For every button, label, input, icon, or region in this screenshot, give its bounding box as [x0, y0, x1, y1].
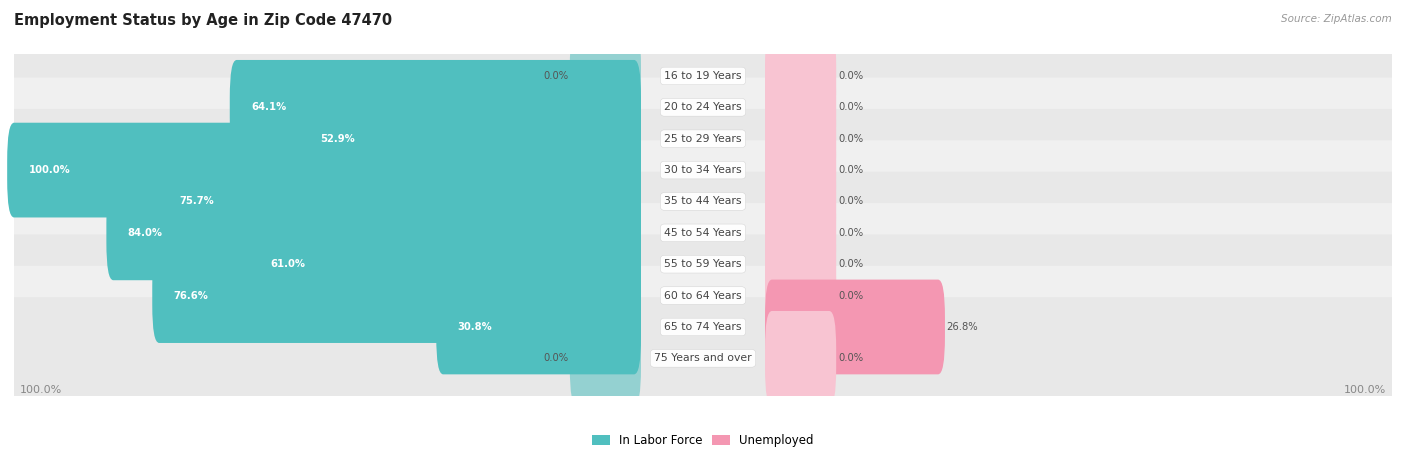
- FancyBboxPatch shape: [765, 311, 837, 406]
- FancyBboxPatch shape: [569, 29, 641, 123]
- Text: 100.0%: 100.0%: [28, 165, 70, 175]
- Text: 45 to 54 Years: 45 to 54 Years: [664, 228, 742, 238]
- Text: 30.8%: 30.8%: [457, 322, 492, 332]
- Text: 61.0%: 61.0%: [270, 259, 305, 269]
- Text: 0.0%: 0.0%: [838, 71, 863, 81]
- Text: 0.0%: 0.0%: [543, 353, 568, 363]
- Text: 0.0%: 0.0%: [838, 102, 863, 112]
- Text: 100.0%: 100.0%: [20, 385, 62, 395]
- FancyBboxPatch shape: [0, 203, 1406, 325]
- FancyBboxPatch shape: [0, 46, 1406, 168]
- FancyBboxPatch shape: [157, 154, 641, 249]
- Text: 100.0%: 100.0%: [1344, 385, 1386, 395]
- FancyBboxPatch shape: [0, 15, 1406, 137]
- FancyBboxPatch shape: [765, 217, 837, 311]
- Text: 35 to 44 Years: 35 to 44 Years: [664, 197, 742, 207]
- FancyBboxPatch shape: [765, 279, 945, 374]
- FancyBboxPatch shape: [765, 60, 837, 155]
- Text: 75.7%: 75.7%: [179, 197, 214, 207]
- Text: 25 to 29 Years: 25 to 29 Years: [664, 134, 742, 144]
- Text: 84.0%: 84.0%: [128, 228, 163, 238]
- FancyBboxPatch shape: [569, 311, 641, 406]
- Text: 30 to 34 Years: 30 to 34 Years: [664, 165, 742, 175]
- Text: Source: ZipAtlas.com: Source: ZipAtlas.com: [1281, 14, 1392, 23]
- FancyBboxPatch shape: [765, 154, 837, 249]
- FancyBboxPatch shape: [0, 266, 1406, 388]
- FancyBboxPatch shape: [7, 123, 641, 217]
- FancyBboxPatch shape: [152, 248, 641, 343]
- FancyBboxPatch shape: [0, 77, 1406, 200]
- FancyBboxPatch shape: [0, 109, 1406, 231]
- FancyBboxPatch shape: [0, 234, 1406, 357]
- Legend: In Labor Force, Unemployed: In Labor Force, Unemployed: [588, 429, 818, 450]
- Text: 65 to 74 Years: 65 to 74 Years: [664, 322, 742, 332]
- Text: 55 to 59 Years: 55 to 59 Years: [664, 259, 742, 269]
- Text: 52.9%: 52.9%: [321, 134, 356, 144]
- FancyBboxPatch shape: [0, 171, 1406, 294]
- FancyBboxPatch shape: [765, 91, 837, 186]
- FancyBboxPatch shape: [436, 279, 641, 374]
- Text: 0.0%: 0.0%: [838, 291, 863, 301]
- Text: 0.0%: 0.0%: [838, 259, 863, 269]
- Text: 60 to 64 Years: 60 to 64 Years: [664, 291, 742, 301]
- Text: Employment Status by Age in Zip Code 47470: Employment Status by Age in Zip Code 474…: [14, 14, 392, 28]
- FancyBboxPatch shape: [107, 185, 641, 280]
- Text: 16 to 19 Years: 16 to 19 Years: [664, 71, 742, 81]
- FancyBboxPatch shape: [765, 248, 837, 343]
- Text: 0.0%: 0.0%: [838, 197, 863, 207]
- FancyBboxPatch shape: [0, 297, 1406, 419]
- FancyBboxPatch shape: [249, 217, 641, 311]
- FancyBboxPatch shape: [765, 123, 837, 217]
- Text: 20 to 24 Years: 20 to 24 Years: [664, 102, 742, 112]
- Text: 75 Years and over: 75 Years and over: [654, 353, 752, 363]
- Text: 0.0%: 0.0%: [838, 228, 863, 238]
- FancyBboxPatch shape: [229, 60, 641, 155]
- Text: 26.8%: 26.8%: [946, 322, 979, 332]
- Text: 0.0%: 0.0%: [838, 165, 863, 175]
- Text: 76.6%: 76.6%: [173, 291, 208, 301]
- FancyBboxPatch shape: [0, 140, 1406, 263]
- FancyBboxPatch shape: [299, 91, 641, 186]
- Text: 0.0%: 0.0%: [838, 353, 863, 363]
- Text: 64.1%: 64.1%: [252, 102, 287, 112]
- FancyBboxPatch shape: [765, 29, 837, 123]
- Text: 0.0%: 0.0%: [838, 134, 863, 144]
- Text: 0.0%: 0.0%: [543, 71, 568, 81]
- FancyBboxPatch shape: [765, 185, 837, 280]
